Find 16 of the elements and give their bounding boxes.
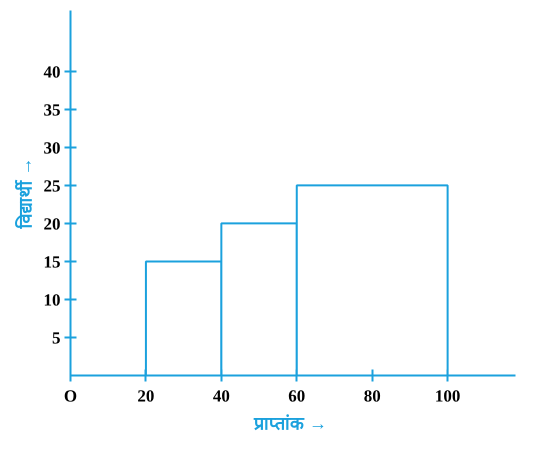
- x-tick-label: 80: [364, 386, 381, 406]
- y-tick-label: 10: [44, 290, 60, 310]
- x-tick-label: 100: [434, 386, 460, 406]
- x-tick-label: 60: [288, 386, 306, 406]
- x-tick-label: 20: [137, 386, 154, 406]
- x-tick-label: 40: [212, 386, 230, 406]
- y-tick-label: 20: [44, 214, 60, 234]
- y-tick-label: 35: [44, 100, 60, 120]
- x-tick-label: O: [64, 386, 78, 406]
- y-tick-label: 40: [44, 62, 60, 82]
- y-tick-label: 15: [44, 252, 60, 272]
- y-tick-label: 25: [44, 176, 60, 196]
- x-axis-title: प्राप्तांक →: [253, 414, 328, 434]
- y-axis-title: विद्यार्थी →: [14, 157, 36, 230]
- y-tick-label: 30: [44, 138, 60, 158]
- y-tick-label: 5: [52, 328, 60, 348]
